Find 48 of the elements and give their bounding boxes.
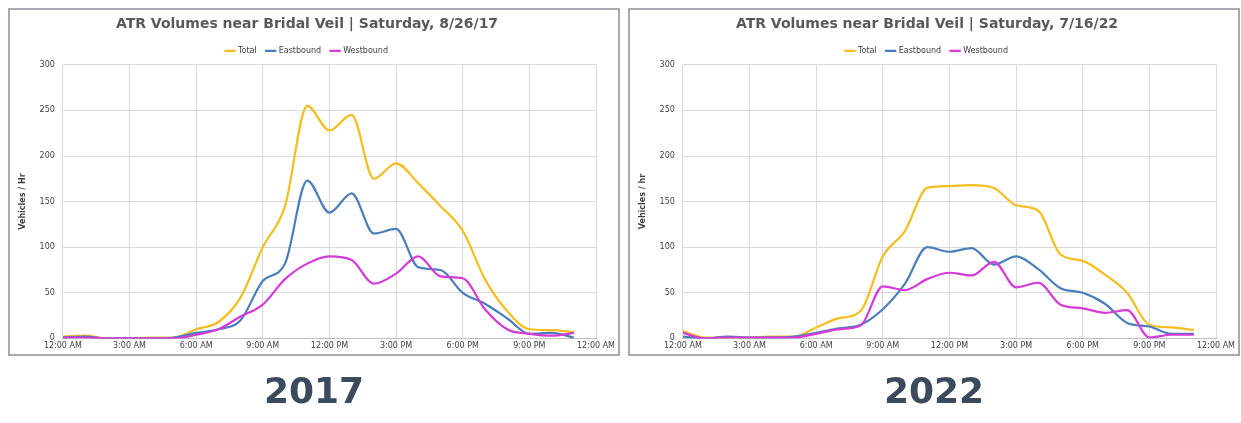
x-tick-label: 3:00 AM — [733, 341, 767, 351]
x-tick-label: 3:00 PM — [999, 341, 1033, 351]
y-tick-label: 250 — [659, 105, 675, 115]
line-series — [62, 104, 575, 339]
x-tick-label: 12:00 AM — [43, 341, 82, 351]
y-tick-label: 150 — [659, 196, 675, 206]
legend-label: Eastbound — [898, 45, 942, 55]
y-tick-label: 100 — [39, 242, 55, 252]
x-tick-label: 9:00 PM — [1133, 341, 1166, 351]
y-tick-label: 0 — [49, 333, 55, 343]
y-tick-label: 250 — [39, 105, 55, 115]
x-tick-label: 6:00 PM — [1066, 341, 1099, 351]
x-tick-label: 9:00 AM — [246, 341, 280, 351]
y-tick-label: 0 — [669, 333, 675, 343]
x-tick-label: 6:00 PM — [446, 341, 479, 351]
x-tick-label: 6:00 AM — [179, 341, 213, 351]
legend-label: Total — [237, 45, 257, 55]
x-tick-label: 12:00 PM — [310, 341, 349, 351]
y-tick-label: 100 — [659, 242, 675, 252]
text: 2022 — [883, 370, 985, 411]
y-tick-label: 200 — [659, 151, 675, 161]
legend-label: Westbound — [343, 45, 388, 55]
y-axis-title: Vehicles / Hr — [17, 173, 27, 230]
line-series — [62, 255, 575, 339]
x-tick-label: 12:00 AM — [1197, 341, 1236, 351]
legend-label: Westbound — [963, 45, 1008, 55]
y-tick-label: 50 — [44, 287, 55, 297]
chart-title: ATR Volumes near Bridal Veil | Saturday, 7/16/22 — [735, 15, 1119, 33]
x-tick-label: 9:00 PM — [513, 341, 546, 351]
chart-title: ATR Volumes near Bridal Veil | Saturday, 8/26/17 — [115, 15, 499, 33]
line-series — [682, 184, 1195, 339]
x-tick-label: 12:00 AM — [577, 341, 616, 351]
y-tick-label: 200 — [39, 151, 55, 161]
line-series — [682, 260, 1195, 339]
y-axis-title: Vehicles / hr — [637, 173, 647, 230]
y-tick-label: 300 — [659, 59, 675, 69]
legend-label: Total — [857, 45, 877, 55]
x-tick-label: 12:00 AM — [663, 341, 702, 351]
x-tick-label: 3:00 PM — [379, 341, 413, 351]
y-tick-label: 300 — [39, 59, 55, 69]
y-tick-label: 50 — [664, 287, 675, 297]
x-tick-label: 3:00 AM — [113, 341, 147, 351]
legend-label: Eastbound — [278, 45, 322, 55]
x-tick-label: 12:00 PM — [930, 341, 969, 351]
text: 2017 — [263, 370, 365, 411]
y-tick-label: 150 — [39, 196, 55, 206]
x-tick-label: 6:00 AM — [799, 341, 833, 351]
x-tick-label: 9:00 AM — [866, 341, 900, 351]
